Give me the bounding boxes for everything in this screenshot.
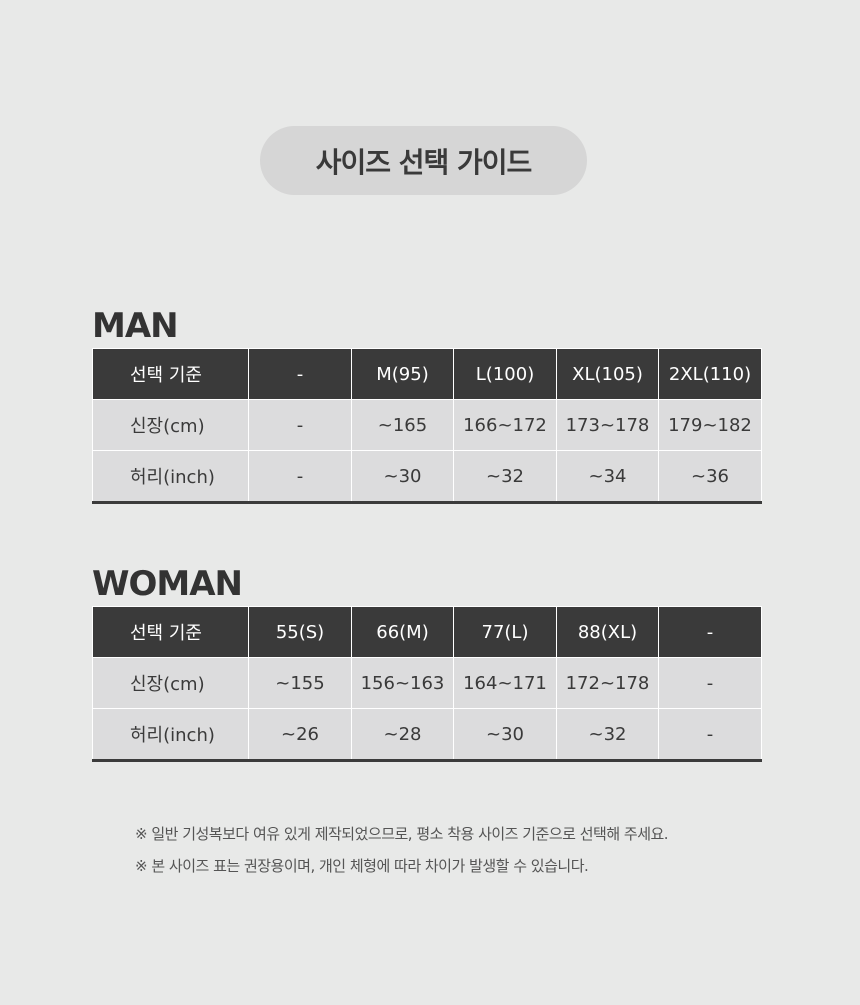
note-item: ※ 일반 기성복보다 여유 있게 제작되었으므로, 평소 착용 사이즈 기준으로…: [135, 825, 669, 843]
table-cell: ~30: [351, 450, 454, 503]
header-cell: 선택 기준: [92, 606, 249, 658]
header-cell: M(95): [351, 348, 454, 400]
table-cell: ~26: [248, 708, 352, 761]
header-cell: 77(L): [453, 606, 557, 658]
header-cell: 선택 기준: [92, 348, 249, 400]
header-cell: -: [248, 348, 352, 400]
man-section-title: MAN: [92, 306, 179, 346]
header-cell: 2XL(110): [658, 348, 762, 400]
note-item: ※ 본 사이즈 표는 권장용이며, 개인 체형에 따라 차이가 발생할 수 있습…: [135, 857, 589, 875]
notes: ※ 일반 기성복보다 여유 있게 제작되었으므로, 평소 착용 사이즈 기준으로…: [135, 818, 669, 882]
table-cell: ~30: [453, 708, 557, 761]
header-cell: XL(105): [556, 348, 659, 400]
table-row: 신장(cm) - ~165 166~172 173~178 179~182: [92, 399, 762, 451]
page-title: 사이즈 선택 가이드: [260, 126, 587, 195]
table-cell: ~34: [556, 450, 659, 503]
table-cell: ~32: [453, 450, 557, 503]
table-row: 허리(inch) ~26 ~28 ~30 ~32-: [92, 708, 762, 761]
header-cell: -: [658, 606, 762, 658]
table-row: 허리(inch) - ~30 ~32 ~34 ~36: [92, 450, 762, 503]
header-cell: 88(XL): [556, 606, 659, 658]
table-cell: 156~163: [351, 657, 454, 709]
table-row: 신장(cm) ~155 156~163 164~171 172~178-: [92, 657, 762, 709]
table-cell: 172~178: [556, 657, 659, 709]
table-cell: ~36: [658, 450, 762, 503]
table-header-row: 선택 기준 - M(95) L(100) XL(105) 2XL(110): [92, 348, 762, 400]
header-cell: L(100): [453, 348, 557, 400]
table-cell: -: [658, 657, 762, 709]
man-size-table: 선택 기준 - M(95) L(100) XL(105) 2XL(110) 신장(cm) - ~…: [92, 348, 762, 504]
table-cell: ~32: [556, 708, 659, 761]
table-cell: 허리(inch): [92, 450, 249, 503]
table-header-row: 선택 기준 55(S) 66(M) 77(L) 88(XL) -: [92, 606, 762, 658]
table-cell: -: [248, 450, 352, 503]
woman-section-title: WOMAN: [92, 564, 243, 604]
table-cell: ~165: [351, 399, 454, 451]
header-cell: 66(M): [351, 606, 454, 658]
table-cell: 166~172: [453, 399, 557, 451]
table-cell: 신장(cm): [92, 399, 249, 451]
table-cell: -: [248, 399, 352, 451]
table-cell: 164~171: [453, 657, 557, 709]
table-cell: -: [658, 708, 762, 761]
woman-size-table: 선택 기준 55(S) 66(M) 77(L) 88(XL) - 신장(cm) ~155 156…: [92, 606, 762, 762]
table-cell: 179~182: [658, 399, 762, 451]
header-cell: 55(S): [248, 606, 352, 658]
table-cell: 허리(inch): [92, 708, 249, 761]
table-cell: ~28: [351, 708, 454, 761]
table-cell: 173~178: [556, 399, 659, 451]
table-cell: 신장(cm): [92, 657, 249, 709]
table-cell: ~155: [248, 657, 352, 709]
